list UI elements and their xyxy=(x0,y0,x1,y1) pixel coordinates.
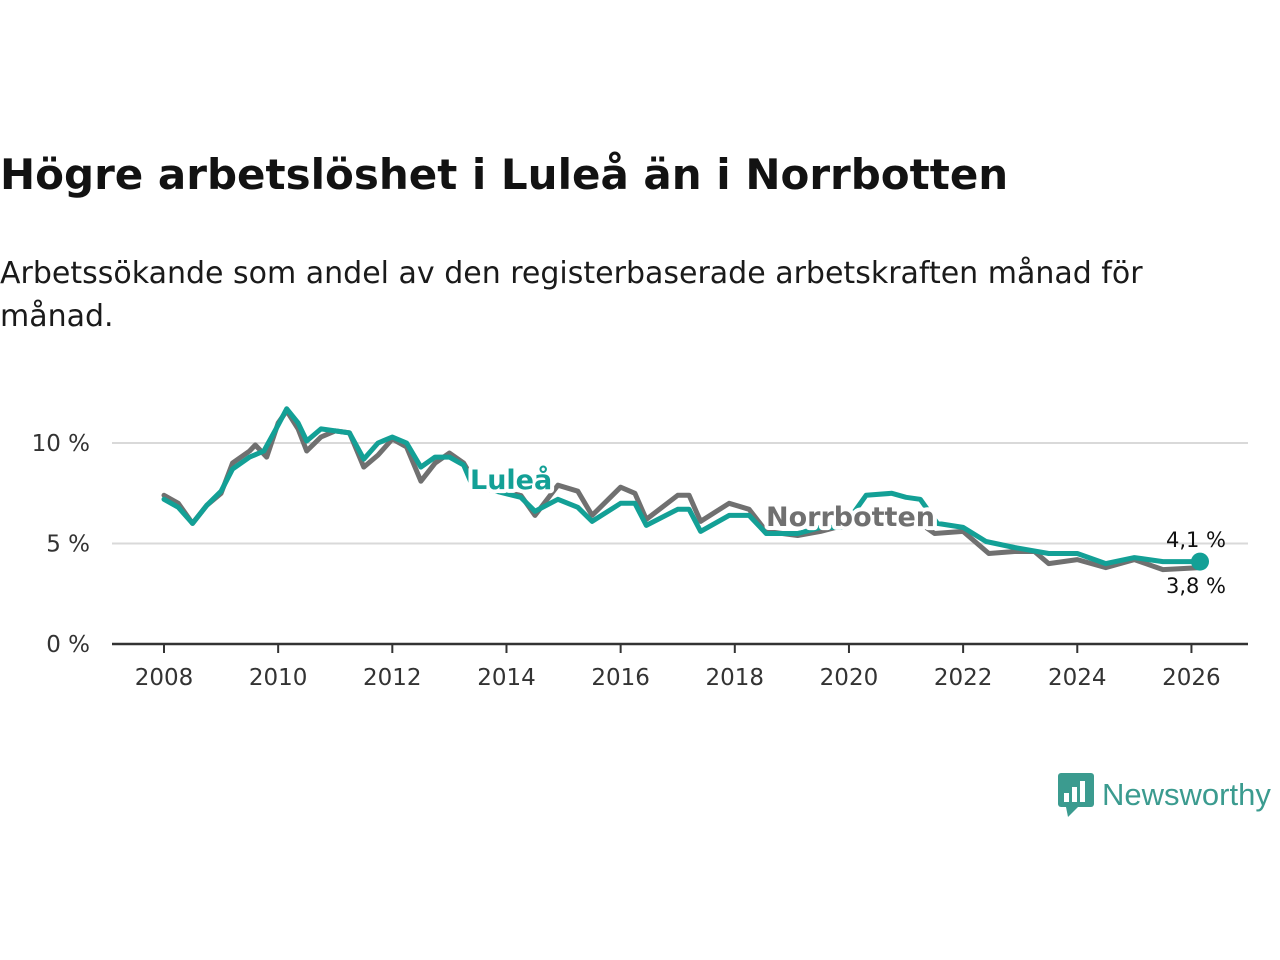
x-tick-label: 2018 xyxy=(706,665,765,691)
newsworthy-logo-icon xyxy=(1058,773,1094,817)
series-end-marker-lulea xyxy=(1191,552,1210,571)
y-tick-label: 5 % xyxy=(46,532,90,558)
x-tick-label: 2020 xyxy=(820,665,879,691)
chart-title: Högre arbetslöshet i Luleå än i Norrbott… xyxy=(0,150,1009,199)
end-value-label-norrbotten: 3,8 % xyxy=(1166,574,1226,598)
newsworthy-logo: Newsworthy xyxy=(1058,773,1271,817)
brand-name: Newsworthy xyxy=(1102,777,1271,812)
series-label-norrbotten: Norrbotten xyxy=(766,502,935,533)
x-tick-label: 2008 xyxy=(135,665,194,691)
x-tick-label: 2016 xyxy=(591,665,650,691)
x-tick-label: 2014 xyxy=(477,665,536,691)
chart-subtitle: Arbetssökande som andel av den registerb… xyxy=(0,256,1143,334)
series-label-lulea: Luleå xyxy=(470,464,552,496)
x-tick-label: 2012 xyxy=(363,665,422,691)
x-tick-label: 2022 xyxy=(934,665,993,691)
x-tick-label: 2026 xyxy=(1162,665,1221,691)
end-value-label-lulea: 4,1 % xyxy=(1166,528,1226,552)
y-tick-label: 10 % xyxy=(32,431,90,457)
series-lines xyxy=(161,406,1210,573)
x-tick-label: 2010 xyxy=(249,665,308,691)
series-labels: 3,8 % 4,1 % Norrbotten Luleå xyxy=(466,460,1226,598)
series-line-lulea xyxy=(161,406,1203,567)
y-axis-ticks: 0 % 5 % 10 % xyxy=(32,431,90,658)
y-tick-label: 0 % xyxy=(46,632,90,658)
x-tick-label: 2024 xyxy=(1048,665,1107,691)
series-line-norrbotten xyxy=(161,408,1203,573)
x-axis: 2008 2010 2012 2014 2016 2018 2020 2022 2024 2026 xyxy=(112,642,1248,691)
